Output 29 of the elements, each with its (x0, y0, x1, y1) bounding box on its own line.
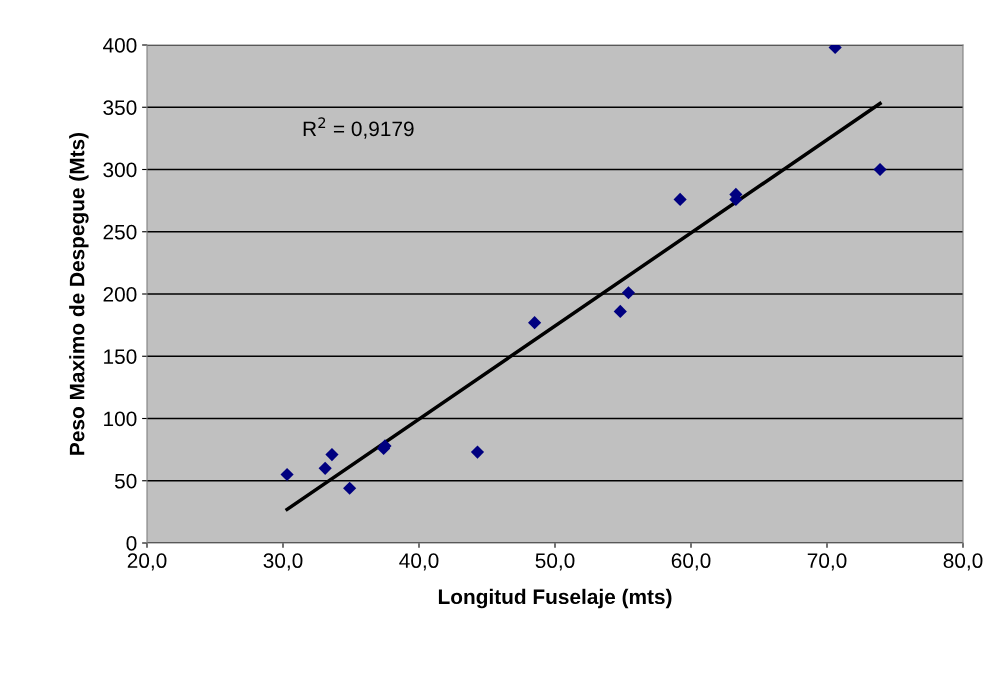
x-tick-label: 70,0 (807, 553, 847, 571)
x-axis-title: Longitud Fuselaje (mts) (438, 588, 672, 609)
x-tick-label: 50,0 (535, 553, 575, 571)
y-tick-label: 350 (103, 100, 137, 115)
y-tick-label: 0 (126, 536, 137, 551)
point (325, 448, 339, 462)
y-tick-label: 400 (103, 38, 137, 53)
x-tick-label: 20,0 (127, 553, 167, 571)
y-tick-label: 50 (114, 473, 137, 489)
x-tick-label: 80,0 (943, 553, 983, 571)
y-axis-title: Peso Maximo de Despegue (Mts) (69, 132, 89, 455)
y-tick-label: 200 (103, 287, 137, 302)
x-tick-label: 40,0 (399, 553, 439, 571)
point (470, 445, 485, 459)
point (613, 304, 627, 319)
x-tick-label: 60,0 (671, 553, 711, 571)
point (318, 461, 332, 475)
point (528, 316, 542, 330)
point (621, 286, 636, 300)
x-tick-label: 30,0 (263, 553, 303, 571)
point (873, 162, 887, 177)
y-tick-label: 250 (103, 224, 137, 240)
annotation: R$^{2}$ = 0,9179 (303, 117, 414, 139)
y-tick-label: 300 (103, 162, 137, 178)
point (280, 467, 294, 482)
point (673, 192, 687, 206)
y-tick-label: 150 (104, 349, 137, 364)
point (343, 481, 357, 495)
y-tick-label: 100 (104, 411, 137, 427)
